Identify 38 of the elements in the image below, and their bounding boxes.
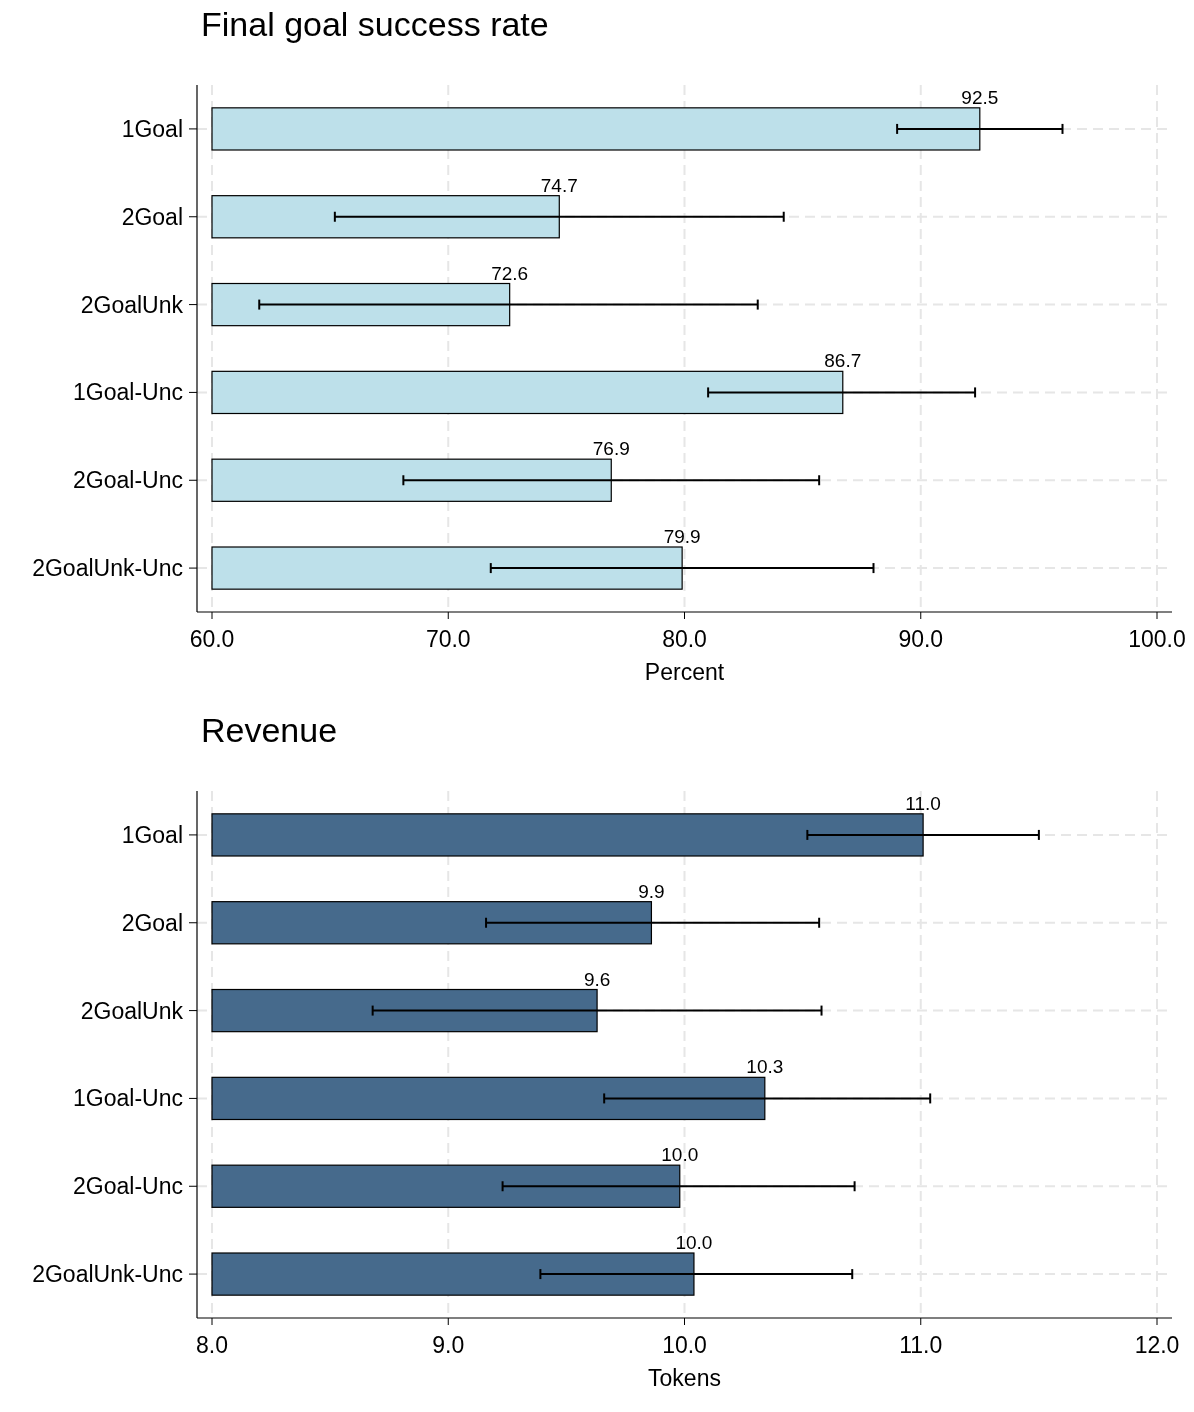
y-tick-label: 2GoalUnk-Unc [32,555,183,582]
y-tick-label: 1Goal [121,115,183,142]
data-label: 86.7 [824,350,862,372]
x-tick-label: 8.0 [196,1332,228,1358]
x-axis-title: Tokens [648,1365,721,1391]
x-tick-label: 11.0 [899,1332,943,1358]
y-tick-label: 2Goal-Unc [73,467,183,494]
chart-title: Final goal success rate [201,5,549,43]
chart-title: Revenue [201,711,338,749]
x-tick-label: 80.0 [662,626,707,652]
x-tick-label: 60.0 [189,626,235,652]
x-tick-label: 10.0 [662,1332,707,1358]
data-label: 92.5 [961,86,999,108]
y-tick-label: 1Goal-Unc [73,379,183,406]
y-tick-label: 2GoalUnk-Unc [32,1261,183,1288]
data-label: 74.7 [540,174,578,196]
y-tick-label: 2Goal [121,203,183,230]
x-tick-label: 100.0 [1128,626,1186,652]
y-tick-label: 1Goal [121,821,183,848]
data-label: 10.0 [675,1232,713,1253]
data-label: 72.6 [491,262,529,284]
y-tick-label: 2GoalUnk [80,997,184,1024]
y-tick-label: 1Goal-Unc [73,1085,183,1112]
x-tick-label: 12.0 [1134,1332,1180,1358]
data-label: 79.9 [663,526,701,547]
data-label: 76.9 [592,438,630,460]
y-tick-label: 2Goal-Unc [73,1173,183,1200]
x-tick-label: 90.0 [898,626,944,652]
data-label: 10.0 [661,1144,699,1166]
data-label: 9.9 [638,880,665,902]
x-axis-title: Percent [644,659,725,685]
data-label: 9.6 [583,968,611,990]
data-label: 11.0 [905,792,941,814]
x-tick-label: 9.0 [432,1332,465,1358]
data-label: 10.3 [746,1056,784,1078]
y-tick-label: 2Goal [121,909,183,936]
x-tick-label: 70.0 [425,626,471,652]
y-tick-label: 2GoalUnk [80,291,184,318]
